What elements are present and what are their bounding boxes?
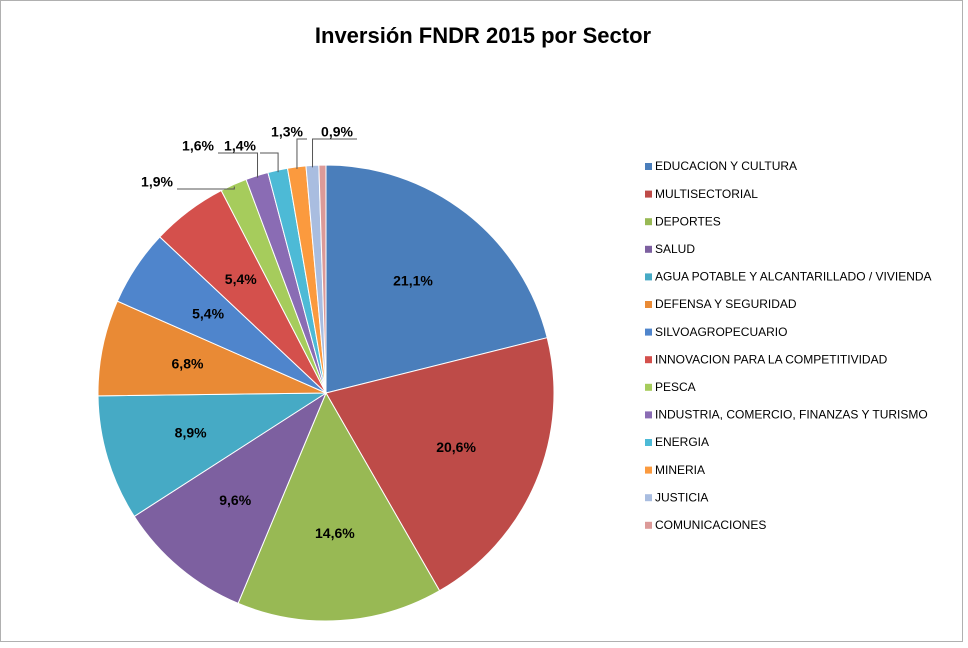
data-label: 1,6%: [182, 138, 214, 154]
legend-swatch: [645, 301, 652, 308]
legend-label: DEPORTES: [655, 214, 721, 228]
legend-label: AGUA POTABLE Y ALCANTARILLADO / VIVIENDA: [655, 270, 932, 284]
leader-line: [296, 138, 307, 169]
legend-swatch: [645, 521, 652, 529]
pie-slice: [325, 337, 555, 592]
pie-slice: [318, 164, 327, 394]
legend-swatch: [645, 190, 652, 198]
data-label: 20,6%: [436, 439, 476, 455]
legend-label: EDUCACION Y CULTURA: [655, 159, 797, 173]
pie-slice: [133, 391, 328, 605]
legend-swatch: [645, 163, 652, 170]
legend-swatch: [645, 356, 652, 364]
legend-label: COMUNICACIONES: [655, 518, 766, 532]
legend-label: MINERIA: [655, 463, 705, 477]
data-label: 5,4%: [192, 306, 224, 322]
leader-line: [177, 186, 235, 190]
legend-swatch: [645, 494, 652, 502]
data-label: 21,1%: [393, 272, 433, 288]
legend-swatch: [645, 411, 652, 419]
leader-line: [312, 138, 357, 168]
data-label: 1,9%: [141, 174, 173, 190]
legend-label: ENERGIA: [655, 435, 709, 449]
data-label: 14,6%: [315, 525, 355, 541]
data-label: 5,4%: [225, 271, 257, 287]
legend-swatch: [645, 273, 652, 281]
legend-label: SALUD: [655, 242, 695, 256]
pie-slice: [97, 392, 328, 518]
data-label: 8,9%: [175, 424, 207, 440]
legend-label: INNOVACION PARA LA COMPETITIVIDAD: [655, 352, 888, 366]
legend-swatch: [645, 245, 652, 253]
legend-swatch: [645, 466, 652, 474]
legend-swatch: [645, 328, 652, 336]
leader-line: [260, 152, 279, 173]
pie-slice: [237, 391, 441, 622]
legend-label: SILVOAGROPECUARIO: [655, 325, 787, 339]
legend-label: JUSTICIA: [655, 490, 708, 504]
data-label: 0,9%: [321, 124, 353, 140]
legend-label: PESCA: [655, 380, 696, 394]
legend-swatch: [645, 218, 652, 226]
legend-swatch: [645, 383, 652, 391]
legend-label: INDUSTRIA, COMERCIO, FINANZAS Y TURISMO: [655, 408, 928, 422]
leader-line: [218, 152, 259, 178]
data-label: 1,3%: [271, 124, 303, 140]
data-label: 6,8%: [172, 355, 204, 371]
legend-swatch: [645, 439, 652, 446]
data-label: 9,6%: [219, 492, 251, 508]
legend-label: MULTISECTORIAL: [655, 187, 758, 201]
legend-label: DEFENSA Y SEGURIDAD: [655, 297, 797, 311]
data-label: 1,4%: [224, 138, 256, 154]
chart-title: Inversión FNDR 2015 por Sector: [315, 23, 652, 48]
pie-slice: [325, 164, 548, 394]
